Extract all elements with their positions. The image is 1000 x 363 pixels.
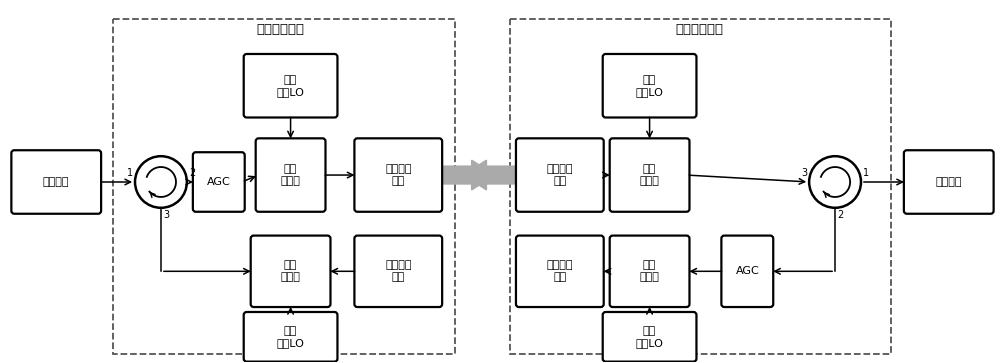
FancyBboxPatch shape bbox=[721, 236, 773, 307]
Text: 2: 2 bbox=[189, 168, 195, 178]
Text: 射频信号: 射频信号 bbox=[43, 177, 69, 187]
FancyBboxPatch shape bbox=[603, 312, 696, 362]
Text: 第二
混频器: 第二 混频器 bbox=[281, 260, 301, 282]
Text: 第二
可控LO: 第二 可控LO bbox=[277, 326, 305, 348]
Text: 第一
混频器: 第一 混频器 bbox=[281, 164, 301, 186]
Text: 1: 1 bbox=[863, 168, 869, 178]
Text: 3: 3 bbox=[801, 168, 807, 178]
FancyBboxPatch shape bbox=[516, 236, 604, 307]
FancyBboxPatch shape bbox=[193, 152, 245, 212]
Polygon shape bbox=[463, 160, 515, 190]
FancyBboxPatch shape bbox=[251, 236, 330, 307]
FancyBboxPatch shape bbox=[11, 150, 101, 214]
Text: AGC: AGC bbox=[735, 266, 759, 276]
Text: 第一
可控LO: 第一 可控LO bbox=[277, 74, 305, 97]
Text: 1: 1 bbox=[127, 168, 133, 178]
Polygon shape bbox=[443, 160, 495, 190]
Text: 第一
混频器: 第一 混频器 bbox=[640, 260, 660, 282]
FancyBboxPatch shape bbox=[354, 138, 442, 212]
FancyBboxPatch shape bbox=[516, 138, 604, 212]
Text: 射频信号: 射频信号 bbox=[936, 177, 962, 187]
Text: 收发分离模块: 收发分离模块 bbox=[675, 23, 723, 36]
Circle shape bbox=[809, 156, 861, 208]
Text: 光电转换
模块: 光电转换 模块 bbox=[385, 260, 412, 282]
Text: AGC: AGC bbox=[207, 177, 231, 187]
Text: 第二
可控LO: 第二 可控LO bbox=[636, 74, 664, 97]
Text: 3: 3 bbox=[163, 210, 169, 220]
Text: 收发分离模块: 收发分离模块 bbox=[257, 23, 305, 36]
FancyBboxPatch shape bbox=[244, 312, 337, 362]
Text: 电光转换
模块: 电光转换 模块 bbox=[547, 260, 573, 282]
FancyBboxPatch shape bbox=[354, 236, 442, 307]
FancyBboxPatch shape bbox=[904, 150, 994, 214]
Text: 第二
混频器: 第二 混频器 bbox=[640, 164, 660, 186]
FancyBboxPatch shape bbox=[610, 138, 689, 212]
FancyBboxPatch shape bbox=[244, 54, 337, 118]
Circle shape bbox=[135, 156, 187, 208]
FancyBboxPatch shape bbox=[256, 138, 325, 212]
Text: 光电转换
模块: 光电转换 模块 bbox=[547, 164, 573, 186]
FancyBboxPatch shape bbox=[610, 236, 689, 307]
Text: 第一
可控LO: 第一 可控LO bbox=[636, 326, 664, 348]
FancyBboxPatch shape bbox=[603, 54, 696, 118]
Text: 2: 2 bbox=[837, 210, 843, 220]
Text: 电光转换
模块: 电光转换 模块 bbox=[385, 164, 412, 186]
